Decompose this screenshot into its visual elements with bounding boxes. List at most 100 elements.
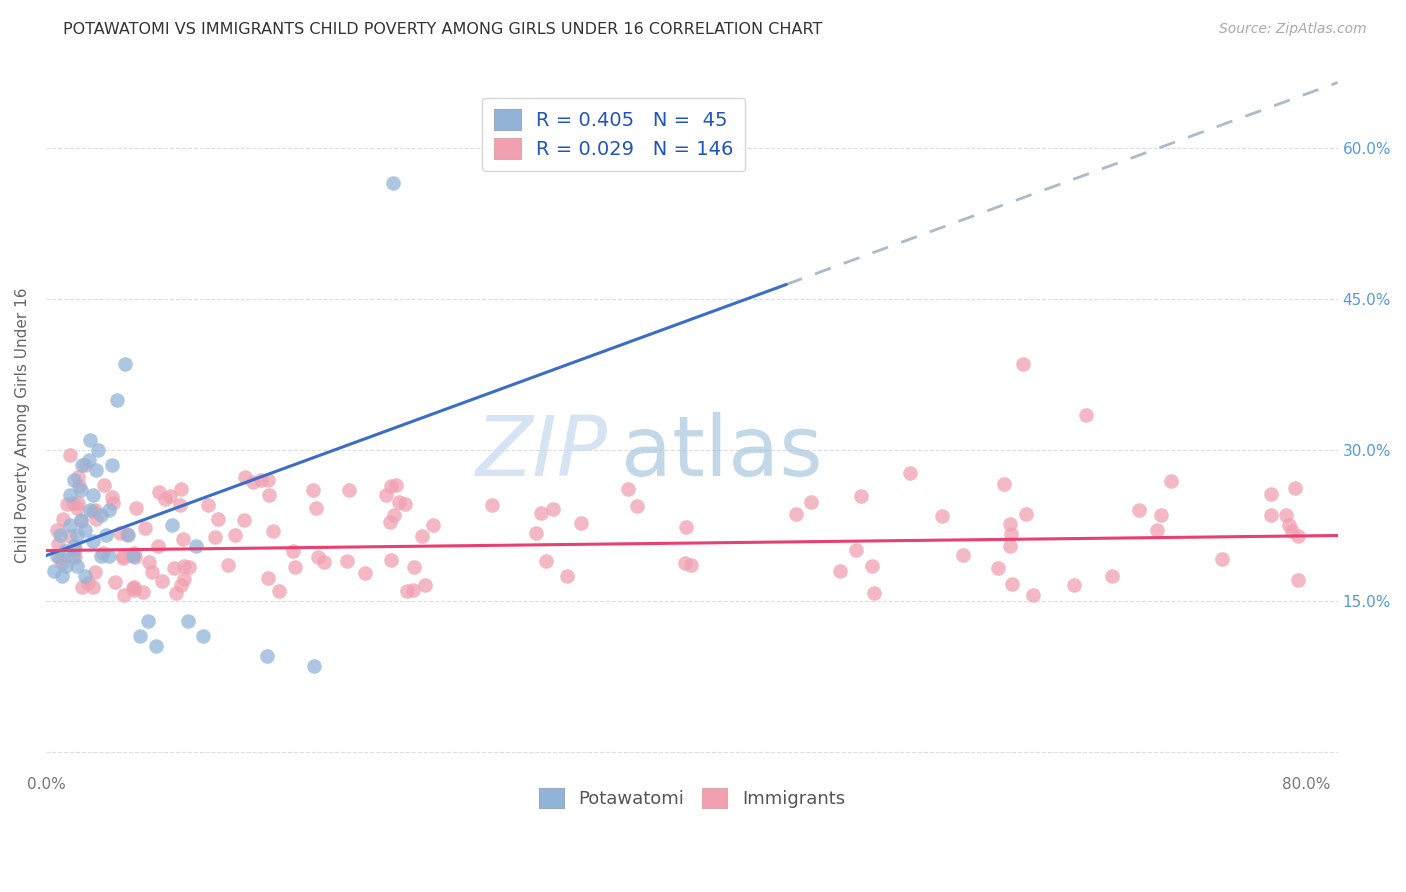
Point	[845, 542, 868, 557]
Point	[1286, 573, 1309, 587]
Point	[69, 513, 91, 527]
Point	[75, 568, 97, 582]
Point	[1001, 577, 1024, 591]
Point	[1286, 529, 1309, 543]
Point	[998, 517, 1021, 532]
Point	[534, 553, 557, 567]
Point	[224, 528, 246, 542]
Point	[169, 498, 191, 512]
Point	[302, 483, 325, 498]
Point	[481, 498, 503, 512]
Point	[70, 458, 93, 472]
Point	[193, 629, 215, 643]
Point	[785, 507, 807, 521]
Point	[675, 520, 697, 534]
Point	[122, 583, 145, 598]
Point	[308, 550, 330, 565]
Point	[170, 482, 193, 496]
Point	[1011, 357, 1033, 371]
Point	[66, 500, 89, 515]
Point	[249, 473, 271, 487]
Point	[380, 479, 402, 493]
Point	[262, 524, 284, 538]
Point	[415, 578, 437, 592]
Point	[851, 489, 873, 503]
Point	[146, 539, 169, 553]
Text: POTAWATOMI VS IMMIGRANTS CHILD POVERTY AMONG GIRLS UNDER 16 CORRELATION CHART: POTAWATOMI VS IMMIGRANTS CHILD POVERTY A…	[63, 22, 823, 37]
Point	[160, 518, 183, 533]
Point	[51, 512, 73, 526]
Point	[145, 639, 167, 653]
Text: ZIP: ZIP	[475, 412, 607, 493]
Point	[402, 560, 425, 574]
Point	[1260, 487, 1282, 501]
Point	[49, 551, 72, 566]
Point	[48, 537, 70, 551]
Point	[155, 491, 177, 506]
Point	[67, 469, 90, 483]
Point	[207, 512, 229, 526]
Point	[1128, 503, 1150, 517]
Point	[42, 564, 65, 578]
Point	[56, 497, 79, 511]
Point	[1284, 481, 1306, 495]
Point	[1063, 577, 1085, 591]
Point	[1146, 523, 1168, 537]
Point	[217, 558, 239, 573]
Point	[122, 581, 145, 595]
Point	[173, 572, 195, 586]
Point	[83, 502, 105, 516]
Point	[530, 506, 553, 520]
Point	[541, 501, 564, 516]
Point	[98, 549, 121, 563]
Point	[179, 560, 201, 574]
Point	[86, 463, 108, 477]
Point	[63, 549, 86, 564]
Point	[69, 483, 91, 498]
Point	[51, 556, 73, 570]
Point	[257, 488, 280, 502]
Point	[998, 540, 1021, 554]
Point	[150, 574, 173, 589]
Point	[302, 659, 325, 673]
Point	[121, 549, 143, 563]
Point	[1211, 552, 1233, 566]
Point	[79, 433, 101, 447]
Point	[63, 541, 86, 556]
Point	[148, 484, 170, 499]
Point	[104, 574, 127, 589]
Point	[77, 453, 100, 467]
Point	[232, 512, 254, 526]
Point	[337, 483, 360, 498]
Point	[114, 357, 136, 371]
Point	[987, 560, 1010, 574]
Point	[1000, 527, 1022, 541]
Point	[93, 477, 115, 491]
Point	[952, 548, 974, 562]
Point	[112, 550, 135, 565]
Point	[105, 392, 128, 407]
Point	[66, 528, 89, 542]
Point	[63, 473, 86, 487]
Point	[108, 525, 131, 540]
Point	[79, 503, 101, 517]
Point	[679, 558, 702, 573]
Point	[90, 549, 112, 563]
Point	[931, 509, 953, 524]
Point	[626, 500, 648, 514]
Point	[305, 500, 328, 515]
Point	[256, 473, 278, 487]
Point	[94, 528, 117, 542]
Point	[184, 539, 207, 553]
Point	[800, 495, 823, 509]
Point	[1275, 508, 1298, 523]
Point	[555, 568, 578, 582]
Point	[125, 500, 148, 515]
Point	[388, 495, 411, 509]
Point	[75, 458, 97, 472]
Point	[524, 525, 547, 540]
Point	[354, 566, 377, 581]
Point	[165, 586, 187, 600]
Point	[1022, 588, 1045, 602]
Point	[98, 503, 121, 517]
